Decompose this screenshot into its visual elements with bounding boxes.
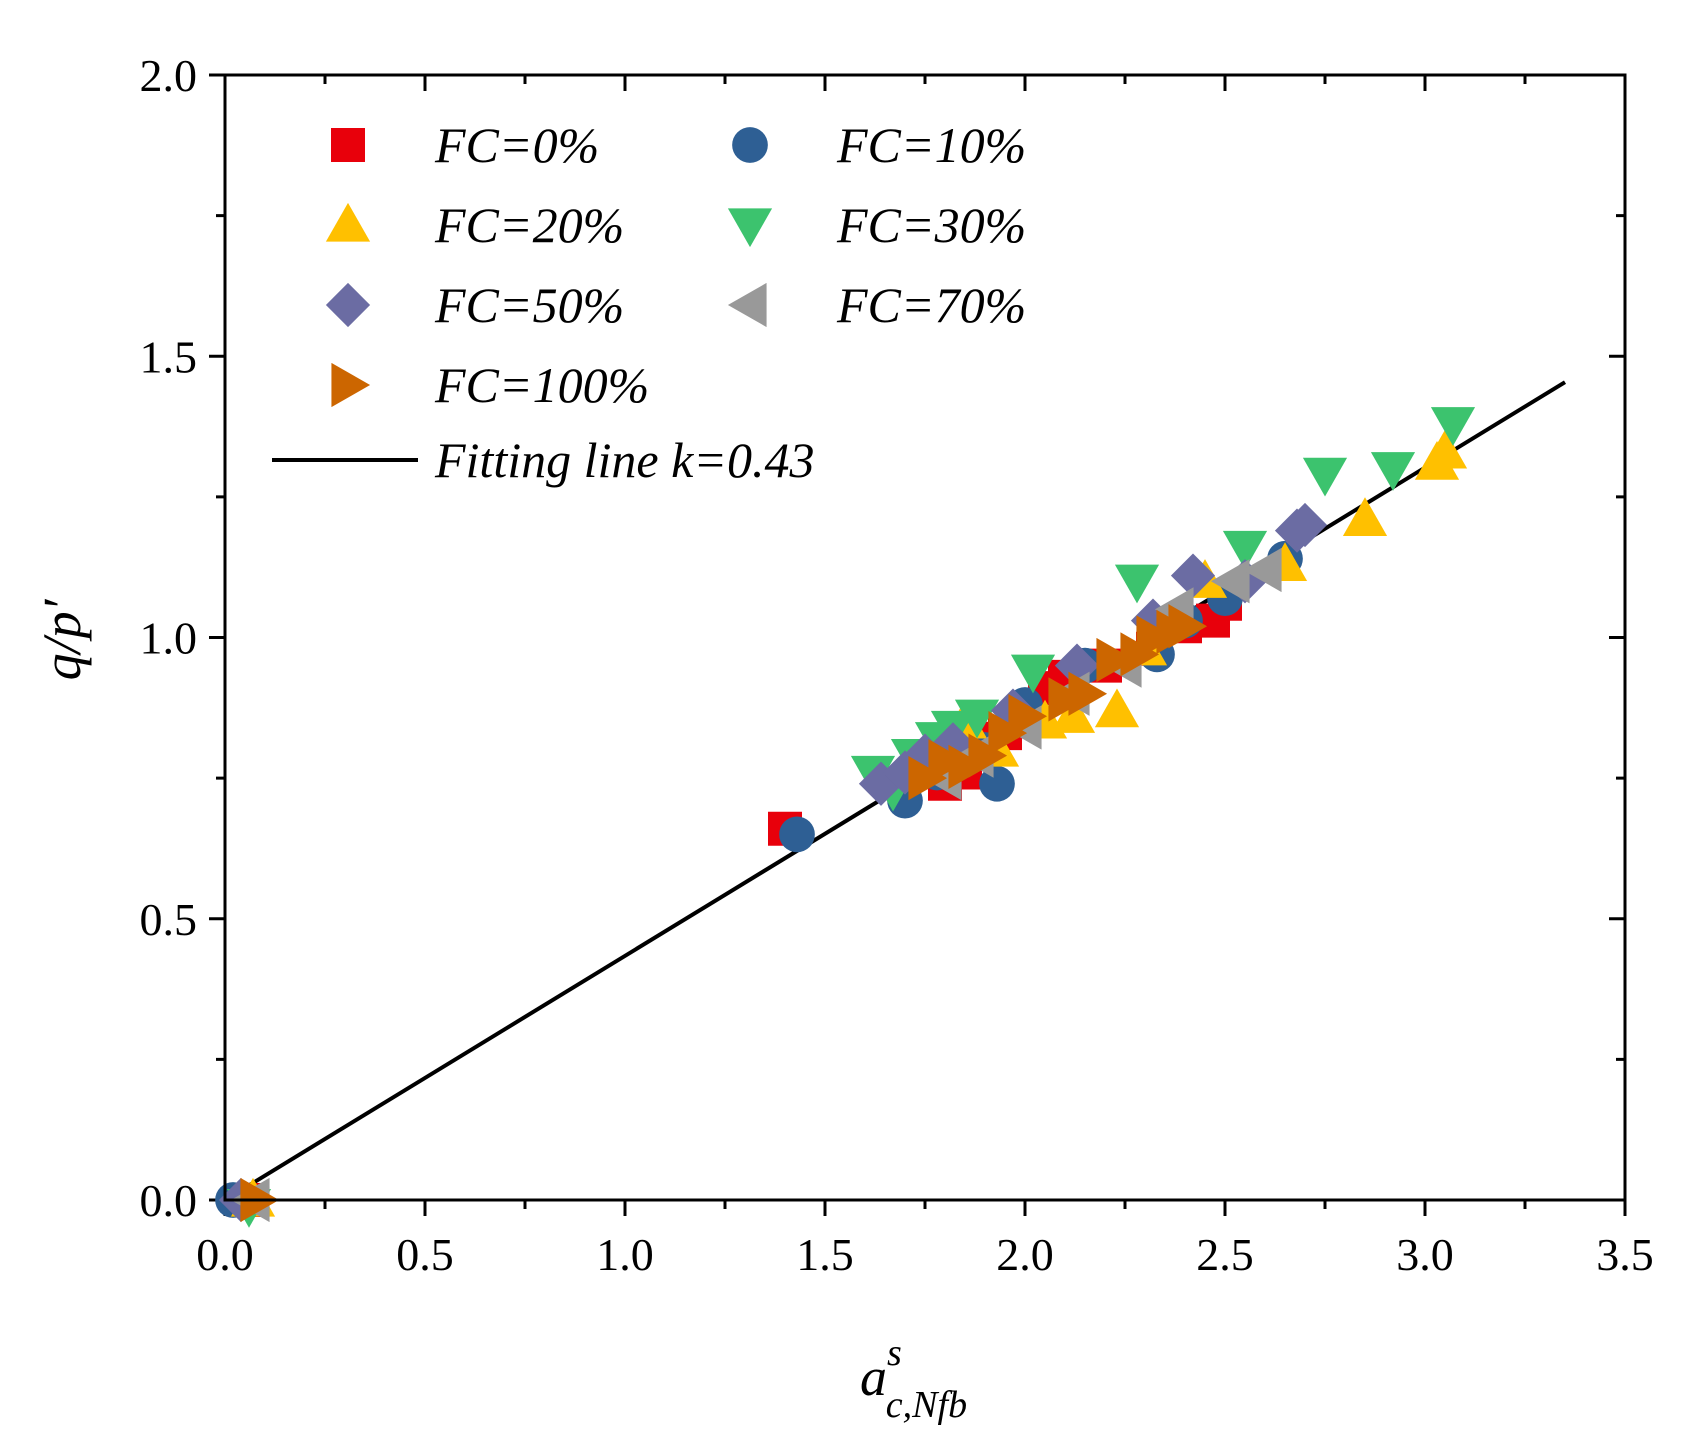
data-point-triangle-right xyxy=(1136,615,1176,660)
legend-marker-triangle-up xyxy=(325,202,371,242)
x-tick-label: 1.5 xyxy=(796,1229,854,1280)
data-point-triangle-right xyxy=(988,711,1028,756)
y-axis-title: q/p′ xyxy=(32,598,92,680)
data-point-triangle-right xyxy=(928,739,968,784)
data-point-triangle-down xyxy=(1430,407,1476,446)
y-tick-label: 2.0 xyxy=(140,50,198,101)
data-point-triangle-right xyxy=(908,756,948,801)
x-tick-label: 2.5 xyxy=(1196,1229,1254,1280)
legend-fit-label: Fitting line k=0.43 xyxy=(434,432,815,488)
x-tick-label: 0.0 xyxy=(196,1229,254,1280)
x-axis-title-sub: c,Nfb xyxy=(886,1384,967,1426)
legend-item: FC=70% xyxy=(727,277,1026,333)
legend-marker-triangle-right xyxy=(331,362,371,408)
y-tick-label: 1.0 xyxy=(140,613,198,664)
data-point-triangle-right xyxy=(1168,604,1208,649)
data-point-triangle-down xyxy=(1302,457,1348,497)
legend-item: FC=10% xyxy=(732,117,1026,173)
legend-item: FC=50% xyxy=(325,277,624,333)
data-point-circle xyxy=(779,816,815,853)
data-point-triangle-up xyxy=(1050,694,1096,733)
data-point-triangle-up xyxy=(1094,688,1140,728)
x-axis-title: as c,Nfb xyxy=(860,1332,967,1426)
data-point-triangle-right xyxy=(1048,677,1088,722)
ticks-layer: 0.0 0.5 1.0 1.5 2.0 2.5 3.0 3.5 0.0 0.5 1.0 1.5 2.0 xyxy=(140,50,1654,1280)
plot-frame xyxy=(223,73,1627,1202)
data-point-triangle-right xyxy=(968,733,1008,778)
x-tick-label: 2.0 xyxy=(996,1229,1054,1280)
data-point-triangle-left xyxy=(1242,547,1282,593)
legend-label: FC=70% xyxy=(836,277,1026,333)
points-layer xyxy=(215,407,1476,1228)
data-point-circle xyxy=(979,765,1015,802)
data-point-triangle-right xyxy=(1008,694,1048,739)
data-point-triangle-up xyxy=(1422,429,1468,469)
y-tick-label: 0.0 xyxy=(140,1175,198,1226)
data-point-diamond xyxy=(1282,502,1328,548)
data-point-triangle-up xyxy=(1342,497,1388,536)
data-point-triangle-right xyxy=(948,744,988,789)
y-tick-label: 0.5 xyxy=(140,894,198,945)
data-point-triangle-right xyxy=(1068,671,1108,716)
legend-item: FC=20% xyxy=(325,197,624,253)
legend-marker-triangle-down xyxy=(727,208,773,248)
data-point-triangle-down xyxy=(1370,452,1416,491)
legend-marker-diamond xyxy=(325,282,371,328)
legend-marker-triangle-left xyxy=(727,282,767,328)
data-point-triangle-right xyxy=(1096,637,1136,683)
legend-label: FC=100% xyxy=(434,357,649,413)
x-tick-label: 1.0 xyxy=(596,1229,654,1280)
x-axis-title-base: a xyxy=(860,1347,887,1407)
data-point-triangle-down xyxy=(1114,564,1160,604)
x-axis-title-sup: s xyxy=(887,1332,902,1374)
legend-item-fit: Fitting line k=0.43 xyxy=(272,432,815,488)
legend-item: FC=30% xyxy=(727,197,1026,253)
legend: FC=0% FC=10% FC=20% FC=30% FC=50% FC=70% FC=10… xyxy=(272,117,1026,488)
legend-marker-square xyxy=(331,128,365,162)
y-tick-label: 1.5 xyxy=(140,331,198,382)
data-point-diamond xyxy=(1170,553,1216,598)
x-tick-label: 3.5 xyxy=(1596,1229,1654,1280)
data-point-triangle-down xyxy=(1222,530,1268,570)
legend-label: FC=30% xyxy=(836,197,1026,253)
data-point-diamond xyxy=(1054,643,1100,688)
data-point-triangle-left xyxy=(1210,559,1250,604)
legend-marker-circle xyxy=(732,127,768,163)
legend-label: FC=50% xyxy=(434,277,624,333)
data-point-diamond xyxy=(1130,598,1176,643)
x-tick-label: 0.5 xyxy=(396,1229,454,1280)
legend-label: FC=10% xyxy=(836,117,1026,173)
legend-label: FC=0% xyxy=(434,117,599,173)
legend-item: FC=0% xyxy=(331,117,599,173)
x-tick-label: 3.0 xyxy=(1396,1229,1454,1280)
data-point-triangle-down xyxy=(954,699,1000,739)
data-point-triangle-down xyxy=(1010,654,1056,694)
legend-label: FC=20% xyxy=(434,197,624,253)
legend-item: FC=100% xyxy=(331,357,649,413)
